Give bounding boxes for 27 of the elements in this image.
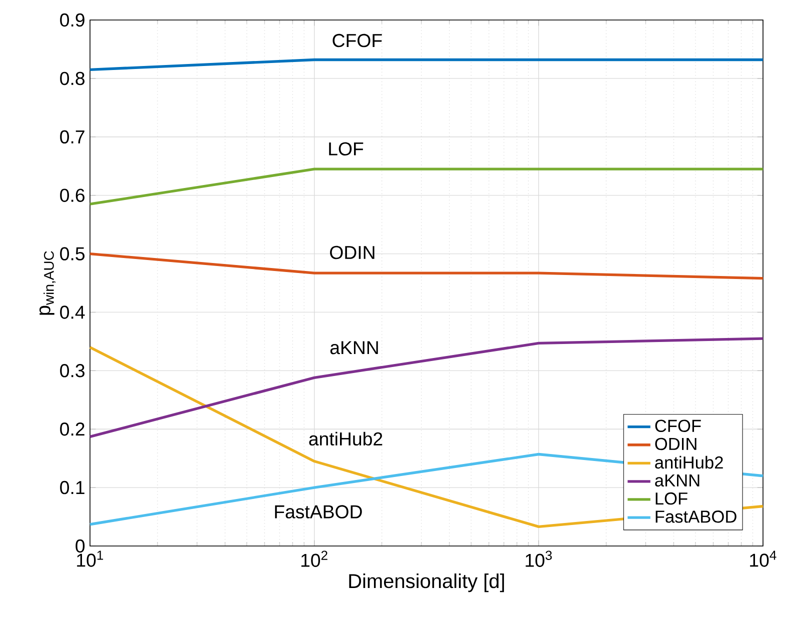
annotation: LOF	[329, 142, 364, 156]
y-axis-title: p$_{win,AUC}$	[39, 251, 56, 315]
x-axis-title: Dimensionality [d]	[349, 573, 504, 592]
y-tick-label: 0.2	[60, 422, 84, 436]
x-tick-label: 10$^{3}$	[526, 550, 552, 567]
annotation: CFOF	[332, 34, 382, 48]
annotation: antiHub2	[309, 432, 382, 446]
legend-label: LOF	[656, 492, 688, 505]
legend-label: aKNN	[655, 474, 700, 487]
y-tick-label: 0	[76, 539, 85, 553]
y-tick-label: 0.7	[60, 130, 84, 144]
y-tick-label: 0.9	[60, 13, 84, 27]
y-tick-label: 0.5	[60, 247, 85, 260]
y-tick-label: 0.4	[60, 306, 85, 319]
x-tick-label: 10$^{4}$	[750, 550, 776, 567]
legend-label: antiHub2	[655, 456, 723, 469]
annotation: aKNN	[330, 341, 378, 354]
annotation: ODIN	[330, 246, 374, 260]
y-tick-label: 0.1	[60, 480, 84, 494]
y-tick-label: 0.3	[60, 364, 84, 378]
x-tick-label: 10$^{2}$	[301, 550, 328, 567]
legend-label: CFOF	[655, 420, 701, 432]
y-tick-label: 0.6	[60, 188, 84, 202]
legend-label: ODIN	[655, 438, 696, 450]
annotation: FastABOD	[275, 505, 362, 518]
y-tick-label: 0.8	[60, 72, 84, 86]
legend-label: FastABOD	[656, 510, 736, 523]
